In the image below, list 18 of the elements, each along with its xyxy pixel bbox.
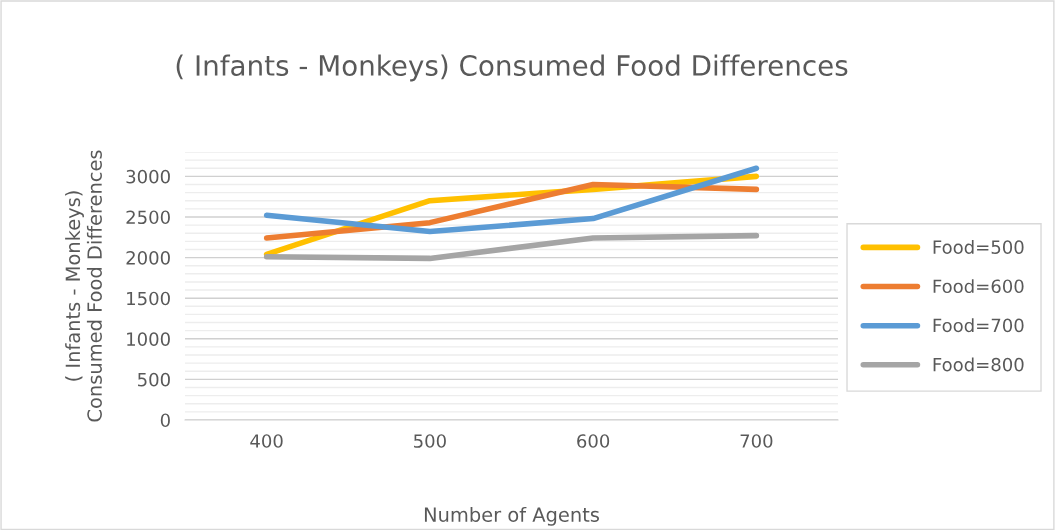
- y-tick-label: 1500: [127, 291, 170, 306]
- x-tick-label: 400: [250, 434, 283, 448]
- y-axis-title: ( Infants - Monkeys) Consumed Food Differences: [65, 150, 102, 422]
- legend-label: Food=700: [933, 318, 1024, 333]
- y-tick-label: 2500: [126, 210, 170, 225]
- legend-label: Food=500: [933, 239, 1024, 254]
- y-tick-label: 1000: [127, 332, 170, 346]
- chart-title: ( Infants - Monkeys) Consumed Food Differences: [176, 54, 848, 82]
- x-axis-title: Number of Agents: [424, 506, 599, 526]
- y-tick-label: 3000: [126, 169, 170, 184]
- x-tick-label: 500: [414, 434, 446, 448]
- legend-label: Food=800: [933, 357, 1024, 372]
- y-tick-label: 2000: [126, 251, 170, 265]
- y-tick-label: 0: [160, 413, 170, 428]
- y-tick-label: 500: [138, 372, 170, 387]
- legend-label: Food=600: [933, 279, 1024, 294]
- x-tick-label: 700: [740, 434, 773, 448]
- x-tick-label: 600: [577, 434, 610, 448]
